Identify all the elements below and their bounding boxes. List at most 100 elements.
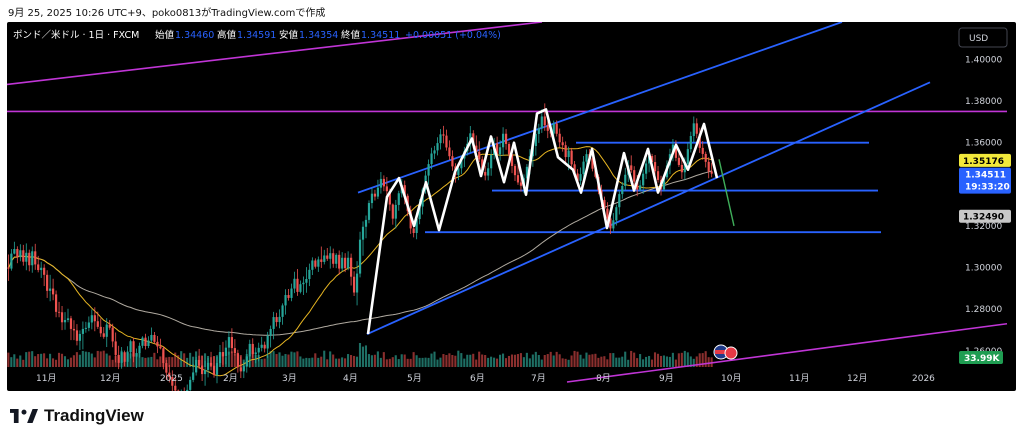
volume-bar [454, 355, 457, 367]
volume-bar [105, 353, 108, 367]
volume-bar [460, 353, 463, 367]
candle-body [332, 253, 335, 264]
candle-body [510, 154, 514, 166]
volume-bar [40, 353, 43, 367]
volume-bar [397, 359, 400, 367]
candle-body [552, 123, 555, 134]
candle-body [373, 193, 377, 197]
candle-body [686, 149, 689, 164]
forecast-arrow [718, 159, 735, 227]
volume-bar [266, 355, 269, 367]
volume-bar [677, 353, 680, 367]
candle-body [19, 250, 22, 258]
volume-bar [439, 357, 442, 367]
economic-events-icons[interactable] [713, 344, 738, 360]
candle-body [633, 170, 636, 182]
candle-body [266, 335, 269, 349]
y-tick-label: 1.40000 [965, 55, 1002, 65]
volume-bar [69, 357, 72, 367]
event-icon[interactable] [724, 346, 738, 360]
x-tick-label: 3月 [282, 373, 297, 384]
volume-bar [478, 351, 481, 367]
price-chart[interactable]: ポンド／米ドル · 1日 · FXCM 始値 1.34460 高値 1.3459… [7, 22, 1016, 391]
candle-body [233, 348, 236, 354]
legend-symbol: ポンド／米ドル · 1日 · FXCM [13, 29, 139, 41]
candle-body [484, 172, 487, 176]
chart-panel[interactable]: ポンド／米ドル · 1日 · FXCM 始値 1.34460 高値 1.3459… [7, 22, 1016, 391]
volume-bar [588, 354, 591, 367]
volume-bar [433, 351, 436, 367]
zigzag-line [366, 108, 719, 335]
candle-body [370, 193, 374, 204]
legend-open-label: 始値 [155, 29, 175, 41]
x-tick-label: 4月 [343, 373, 358, 384]
volume-bar [379, 357, 382, 367]
price-tag-1-text: 1.35176 [963, 157, 1004, 167]
volume-bar [299, 356, 302, 367]
candle-body [582, 161, 585, 175]
volume-bar [361, 346, 365, 367]
volume-bar [278, 352, 281, 367]
candle-body [347, 257, 350, 269]
volume-bar [674, 359, 677, 367]
candle-body [469, 133, 472, 144]
volume-bar [183, 353, 186, 367]
volume-bar [305, 357, 308, 367]
candle-body [451, 156, 454, 167]
candle-body [662, 177, 666, 190]
volume-bar [314, 353, 317, 367]
candle-body [704, 153, 707, 162]
candle-body [591, 158, 594, 169]
candle-body [212, 365, 216, 375]
candle-body [269, 328, 272, 336]
candle-body [585, 154, 588, 162]
volume-bar [203, 353, 207, 367]
candle-body [72, 328, 76, 331]
currency-button[interactable]: USD [958, 27, 1008, 48]
volume-bar [341, 357, 344, 367]
candle-body [209, 362, 213, 366]
volume-bar [591, 354, 594, 367]
volume-bar [481, 354, 484, 367]
candle-body [69, 318, 73, 329]
candle-body [34, 251, 37, 265]
candle-body [186, 389, 189, 391]
volume-bar [263, 358, 266, 367]
volume-bar [499, 354, 502, 367]
volume-bar [43, 353, 46, 367]
candle-body [75, 330, 79, 341]
candle-body [701, 147, 704, 154]
candle-body [564, 145, 567, 158]
volume-bar [633, 352, 636, 367]
volume-bar [403, 354, 406, 367]
volume-bar [630, 350, 633, 367]
volume-bar [147, 357, 150, 367]
candle-body [397, 193, 400, 205]
candle-body [650, 156, 654, 163]
candle-body [364, 219, 368, 227]
y-tick-label: 1.28000 [965, 305, 1002, 315]
candle-body [7, 267, 10, 269]
candle-body [418, 206, 421, 220]
candle-body [224, 347, 228, 357]
candle-body [248, 343, 251, 357]
candle-body [516, 175, 520, 183]
candle-body [385, 186, 388, 192]
volume-bar [52, 358, 55, 367]
candle-body [54, 294, 58, 312]
volume-bar [585, 352, 588, 367]
legend-close: 1.34511 [361, 30, 400, 41]
candle-body [245, 356, 248, 367]
volume-bar [665, 356, 668, 367]
candle-body [341, 257, 344, 269]
candle-body [111, 327, 114, 342]
x-tick-label: 11月 [36, 373, 56, 384]
volume-bar [436, 359, 439, 367]
volume-bar [415, 355, 418, 367]
volume-bar [317, 357, 320, 367]
volume-bar [475, 359, 478, 367]
volume-bar [54, 359, 58, 367]
volume-bar [597, 357, 600, 367]
volume-bar [636, 358, 639, 367]
volume-bar [421, 357, 424, 367]
